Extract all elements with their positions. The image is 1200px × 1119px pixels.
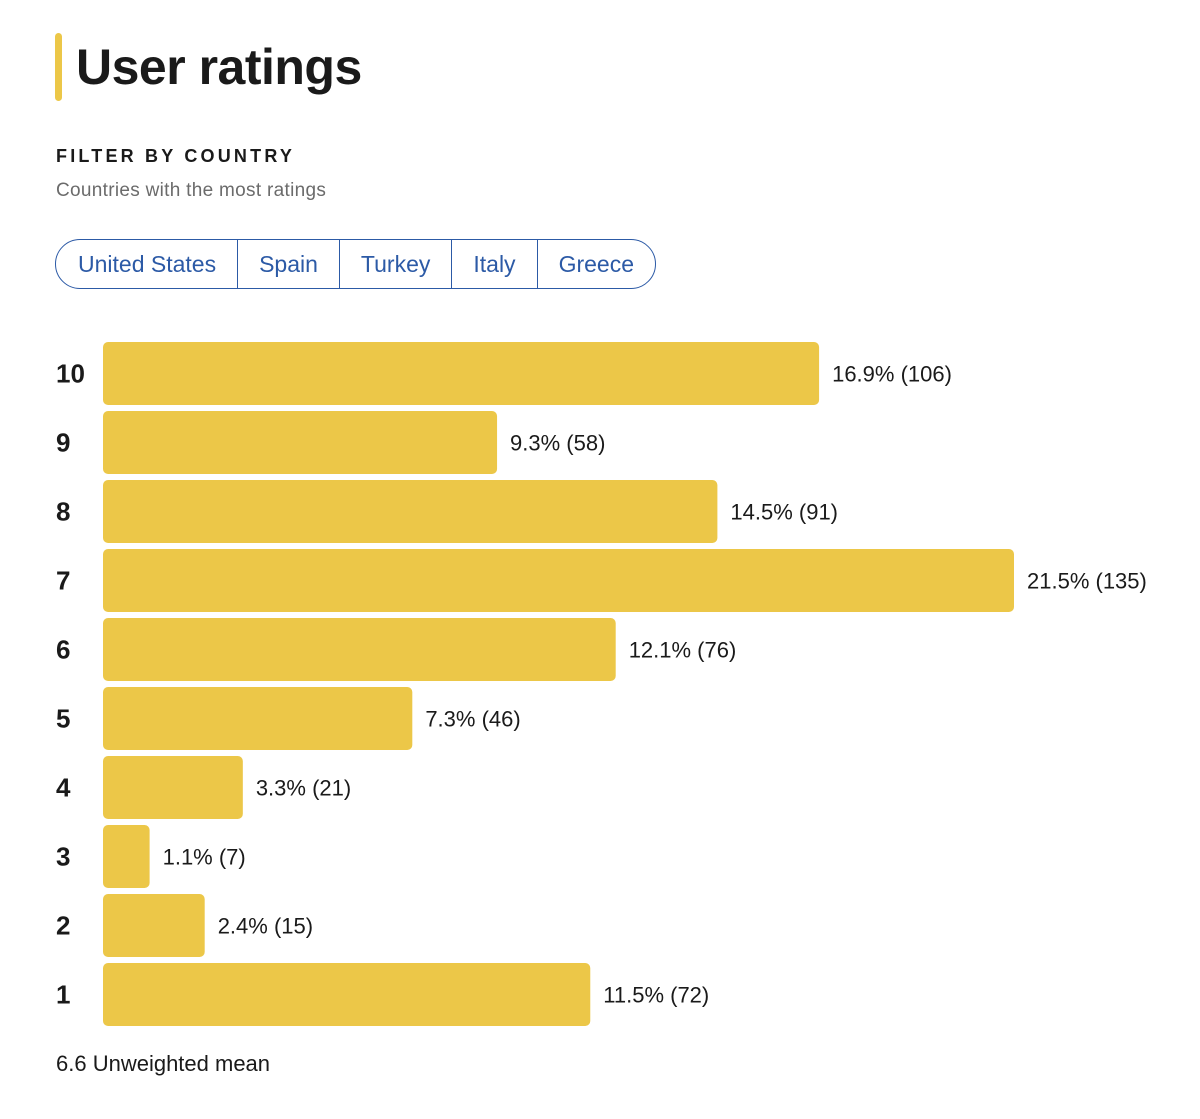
country-filter-italy[interactable]: Italy [452,240,538,288]
rating-label-4: 4 [56,773,71,803]
rating-bar-3[interactable] [103,825,150,888]
rating-value-label-10: 16.9% (106) [832,362,952,387]
rating-value-label-2: 2.4% (15) [218,914,313,939]
country-filter-spain[interactable]: Spain [238,240,340,288]
rating-bar-1[interactable] [103,963,591,1026]
rating-label-8: 8 [56,497,70,527]
rating-label-7: 7 [56,566,70,596]
rating-bar-6[interactable] [103,618,616,681]
rating-label-2: 2 [56,911,70,941]
rating-bar-9[interactable] [103,411,498,474]
rating-bar-4[interactable] [103,756,243,819]
country-filter-united-states[interactable]: United States [56,240,239,288]
rating-value-label-9: 9.3% (58) [510,431,605,456]
rating-label-1: 1 [56,980,70,1010]
rating-value-label-8: 14.5% (91) [730,500,838,525]
rating-label-10: 10 [56,359,85,389]
rating-value-label-1: 11.5% (72) [603,983,709,1008]
rating-value-label-6: 12.1% (76) [629,638,737,663]
rating-bar-2[interactable] [103,894,205,957]
rating-value-label-7: 21.5% (135) [1027,569,1147,594]
rating-value-label-3: 1.1% (7) [163,845,246,870]
rating-value-label-4: 3.3% (21) [256,776,351,801]
country-filter-greece[interactable]: Greece [558,250,634,277]
rating-value-label-5: 7.3% (46) [425,707,520,732]
unweighted-mean: 6.6 Unweighted mean [56,1051,271,1076]
page-header: User ratings [55,32,362,102]
rating-bar-10[interactable] [103,342,820,405]
country-filter-group: United States Spain Turkey Italy Greece [55,239,656,289]
rating-label-9: 9 [56,428,70,458]
rating-bar-8[interactable] [103,480,718,543]
rating-label-6: 6 [56,635,70,665]
rating-bar-5[interactable] [103,687,413,750]
rating-label-3: 3 [56,842,70,872]
country-filter-turkey[interactable]: Turkey [340,240,453,288]
rating-bar-7[interactable] [103,549,1014,612]
filter-heading: FILTER BY COUNTRY [56,146,296,166]
page-title: User ratings [76,39,362,95]
title-accent-bar [55,33,62,101]
rating-label-5: 5 [56,704,70,734]
filter-subtitle: Countries with the most ratings [56,180,327,201]
